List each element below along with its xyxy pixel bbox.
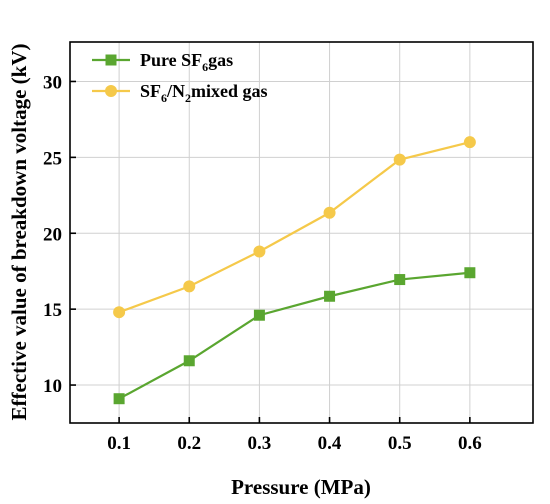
x-tick-label: 0.4: [318, 433, 342, 454]
series-line: [118, 141, 471, 314]
data-point: [183, 280, 196, 293]
data-point: [253, 245, 266, 258]
y-axis-title: Effective value of breakdown voltage (kV…: [7, 44, 31, 421]
x-tick-label: 0.6: [458, 433, 482, 454]
x-axis-title: Pressure (MPa): [231, 475, 371, 499]
legend-label-part: gas: [208, 50, 233, 70]
legend-marker: [105, 85, 117, 97]
data-point: [113, 393, 125, 405]
legend-label-part: 2: [185, 91, 191, 105]
data-point: [113, 306, 126, 319]
y-tick-label: 15: [43, 300, 62, 321]
legend-label-part: /N: [166, 81, 185, 101]
legend-label-part: 6: [161, 91, 167, 105]
legend-label: Pure SF6gas: [140, 50, 233, 74]
legend-label-part: mixed gas: [191, 81, 268, 101]
series-2: [113, 136, 476, 319]
series-1: [113, 267, 476, 405]
data-point: [463, 136, 476, 149]
data-point: [324, 290, 336, 302]
legend-marker: [105, 54, 117, 66]
legend-label-part: 6: [202, 60, 208, 74]
y-tick-label: 30: [43, 72, 62, 93]
data-point: [183, 355, 195, 367]
series-group: [113, 136, 476, 405]
data-point: [253, 309, 265, 321]
legend-label-part: Pure SF: [140, 50, 202, 70]
data-point: [323, 206, 336, 219]
data-point: [394, 274, 406, 286]
series-line: [118, 271, 470, 400]
y-tick-label: 10: [43, 376, 62, 397]
data-point: [393, 153, 406, 166]
legend-entry: SF6/N2mixed gas: [92, 81, 268, 105]
axis-ticks: 0.1 0.2 0.3 0.4 0.5 0.6 10 15 20 25 30: [43, 72, 482, 454]
x-tick-label: 0.1: [107, 433, 131, 454]
legend-label-part: SF: [140, 81, 161, 101]
x-tick-label: 0.5: [388, 433, 412, 454]
legend-label: SF6/N2mixed gas: [140, 81, 268, 105]
grid: [70, 42, 533, 423]
x-tick-label: 0.2: [177, 433, 201, 454]
x-tick-label: 0.3: [248, 433, 272, 454]
y-tick-label: 25: [43, 148, 62, 169]
data-point: [464, 267, 476, 279]
legend-entry: Pure SF6gas: [92, 50, 233, 74]
y-tick-label: 20: [43, 224, 62, 245]
